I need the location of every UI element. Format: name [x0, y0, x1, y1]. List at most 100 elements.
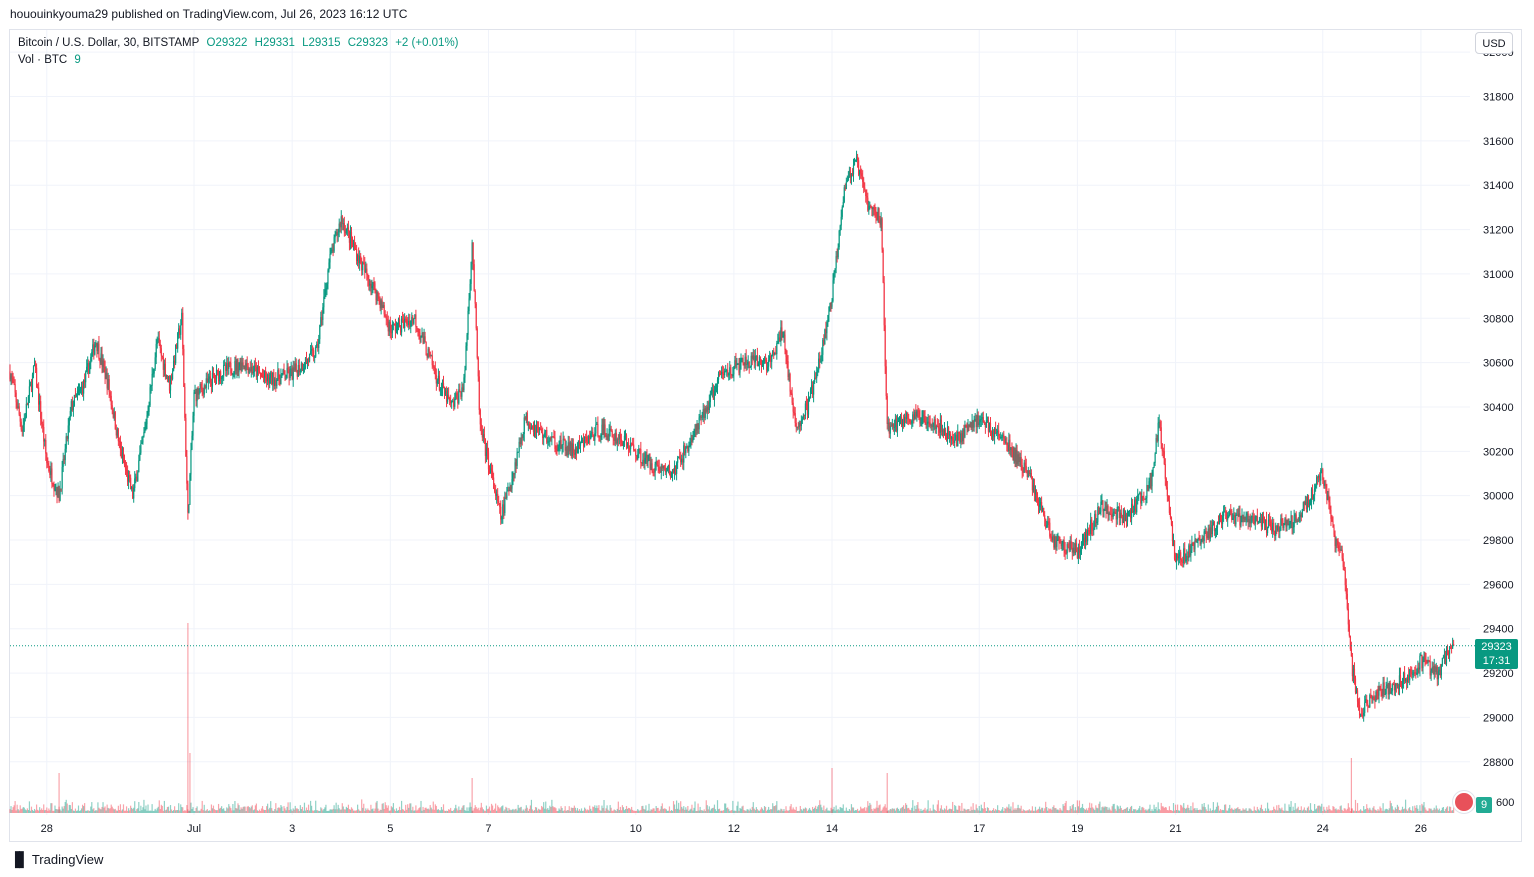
volume-bar — [142, 807, 144, 813]
candle-body — [403, 320, 405, 328]
candle-body — [436, 380, 438, 384]
volume-bar — [418, 808, 420, 813]
volume-bar — [767, 809, 769, 813]
legend-volume-label[interactable]: Vol · BTC — [18, 54, 68, 66]
volume-bar — [1237, 807, 1239, 813]
volume-bar — [189, 753, 191, 813]
volume-bar — [1200, 810, 1202, 813]
candle-body — [1078, 547, 1081, 553]
candle-body — [777, 340, 779, 344]
volume-bar — [908, 807, 910, 813]
candle-body — [343, 223, 345, 232]
candle-body — [474, 291, 476, 304]
volume-bar — [280, 805, 282, 813]
candle-body — [982, 417, 984, 423]
candle-body — [76, 391, 79, 395]
candle-body — [206, 378, 208, 383]
volume-bar — [1103, 807, 1105, 813]
candle-body — [1269, 519, 1271, 522]
candle-body — [1310, 489, 1313, 503]
candle-body — [709, 393, 711, 403]
candle-body — [581, 439, 584, 441]
candle-body — [669, 473, 672, 478]
candle-body — [391, 324, 393, 333]
volume-bar — [64, 802, 66, 813]
price-tick-label: 30000 — [1483, 491, 1514, 503]
volume-bar — [976, 808, 978, 813]
volume-bar — [582, 810, 585, 813]
volume-bar — [1012, 802, 1014, 813]
volume-bar — [1249, 808, 1251, 813]
volume-bar — [1443, 810, 1446, 813]
candle-body — [1324, 484, 1326, 486]
volume-bar — [756, 809, 758, 813]
candle-body — [290, 368, 292, 370]
volume-bar — [1233, 809, 1235, 813]
volume-bar — [667, 810, 670, 813]
volume-bar — [473, 808, 475, 813]
volume-bar — [828, 810, 830, 813]
volume-bar — [132, 809, 134, 813]
candle-body — [805, 403, 808, 405]
candle-body — [380, 300, 382, 309]
candle-body — [1163, 451, 1165, 465]
volume-bar — [1225, 804, 1227, 813]
volume-bar — [716, 800, 719, 813]
candle-body — [274, 379, 276, 386]
volume-bar — [1215, 806, 1218, 813]
candle-body — [532, 427, 535, 432]
candle-body — [190, 449, 192, 475]
volume-bar — [1178, 810, 1180, 813]
candle-body — [79, 388, 82, 390]
candle-body — [954, 440, 956, 443]
volume-bar — [34, 810, 37, 813]
candle-body — [961, 433, 963, 442]
volume-bar — [223, 808, 225, 813]
candle-body — [905, 416, 907, 420]
volume-bar — [315, 800, 317, 813]
candle-body — [1134, 499, 1136, 511]
candle-body — [323, 296, 325, 308]
last-price-value: 29323 — [1481, 641, 1512, 653]
candle-body — [27, 396, 30, 405]
volume-bar — [470, 806, 472, 813]
volume-bar — [229, 806, 231, 813]
candle-body — [407, 323, 409, 325]
candle-body — [616, 439, 618, 444]
legend-symbol[interactable]: Bitcoin / U.S. Dollar, 30, BITSTAMP — [18, 37, 200, 49]
volume-bar — [13, 805, 15, 813]
volume-bar — [593, 807, 595, 813]
volume-bar — [926, 809, 928, 813]
volume-bar — [880, 810, 882, 813]
candle-body — [568, 442, 570, 452]
volume-bar — [1400, 809, 1403, 813]
candle-body — [309, 350, 312, 354]
volume-bar — [1080, 807, 1083, 813]
volume-bar — [441, 809, 444, 813]
volume-bar — [1386, 809, 1388, 813]
currency-button[interactable]: USD — [1475, 32, 1513, 54]
volume-bar — [278, 807, 280, 813]
candle-body — [519, 441, 521, 445]
volume-bar — [1113, 803, 1115, 813]
candle-body — [531, 426, 534, 428]
candle-body — [1106, 505, 1108, 511]
candle-body — [1447, 651, 1450, 655]
volume-bar — [1298, 810, 1300, 813]
candle-body — [1054, 536, 1056, 548]
volume-bar — [608, 810, 610, 813]
volume-bar — [391, 807, 393, 813]
volume-bar — [140, 805, 142, 813]
candle-body — [382, 305, 384, 308]
time-tick-label: 7 — [485, 823, 491, 835]
volume-bar — [626, 808, 629, 813]
volume-bar — [208, 810, 210, 813]
volume-bar — [1217, 805, 1220, 813]
volume-bar — [92, 809, 94, 813]
candle-body — [890, 425, 892, 427]
us-flag-icon[interactable] — [1453, 791, 1475, 813]
volume-bar — [303, 802, 306, 813]
tradingview-brand[interactable]: ▐▌ TradingView — [10, 851, 103, 867]
candle-body — [664, 468, 666, 472]
